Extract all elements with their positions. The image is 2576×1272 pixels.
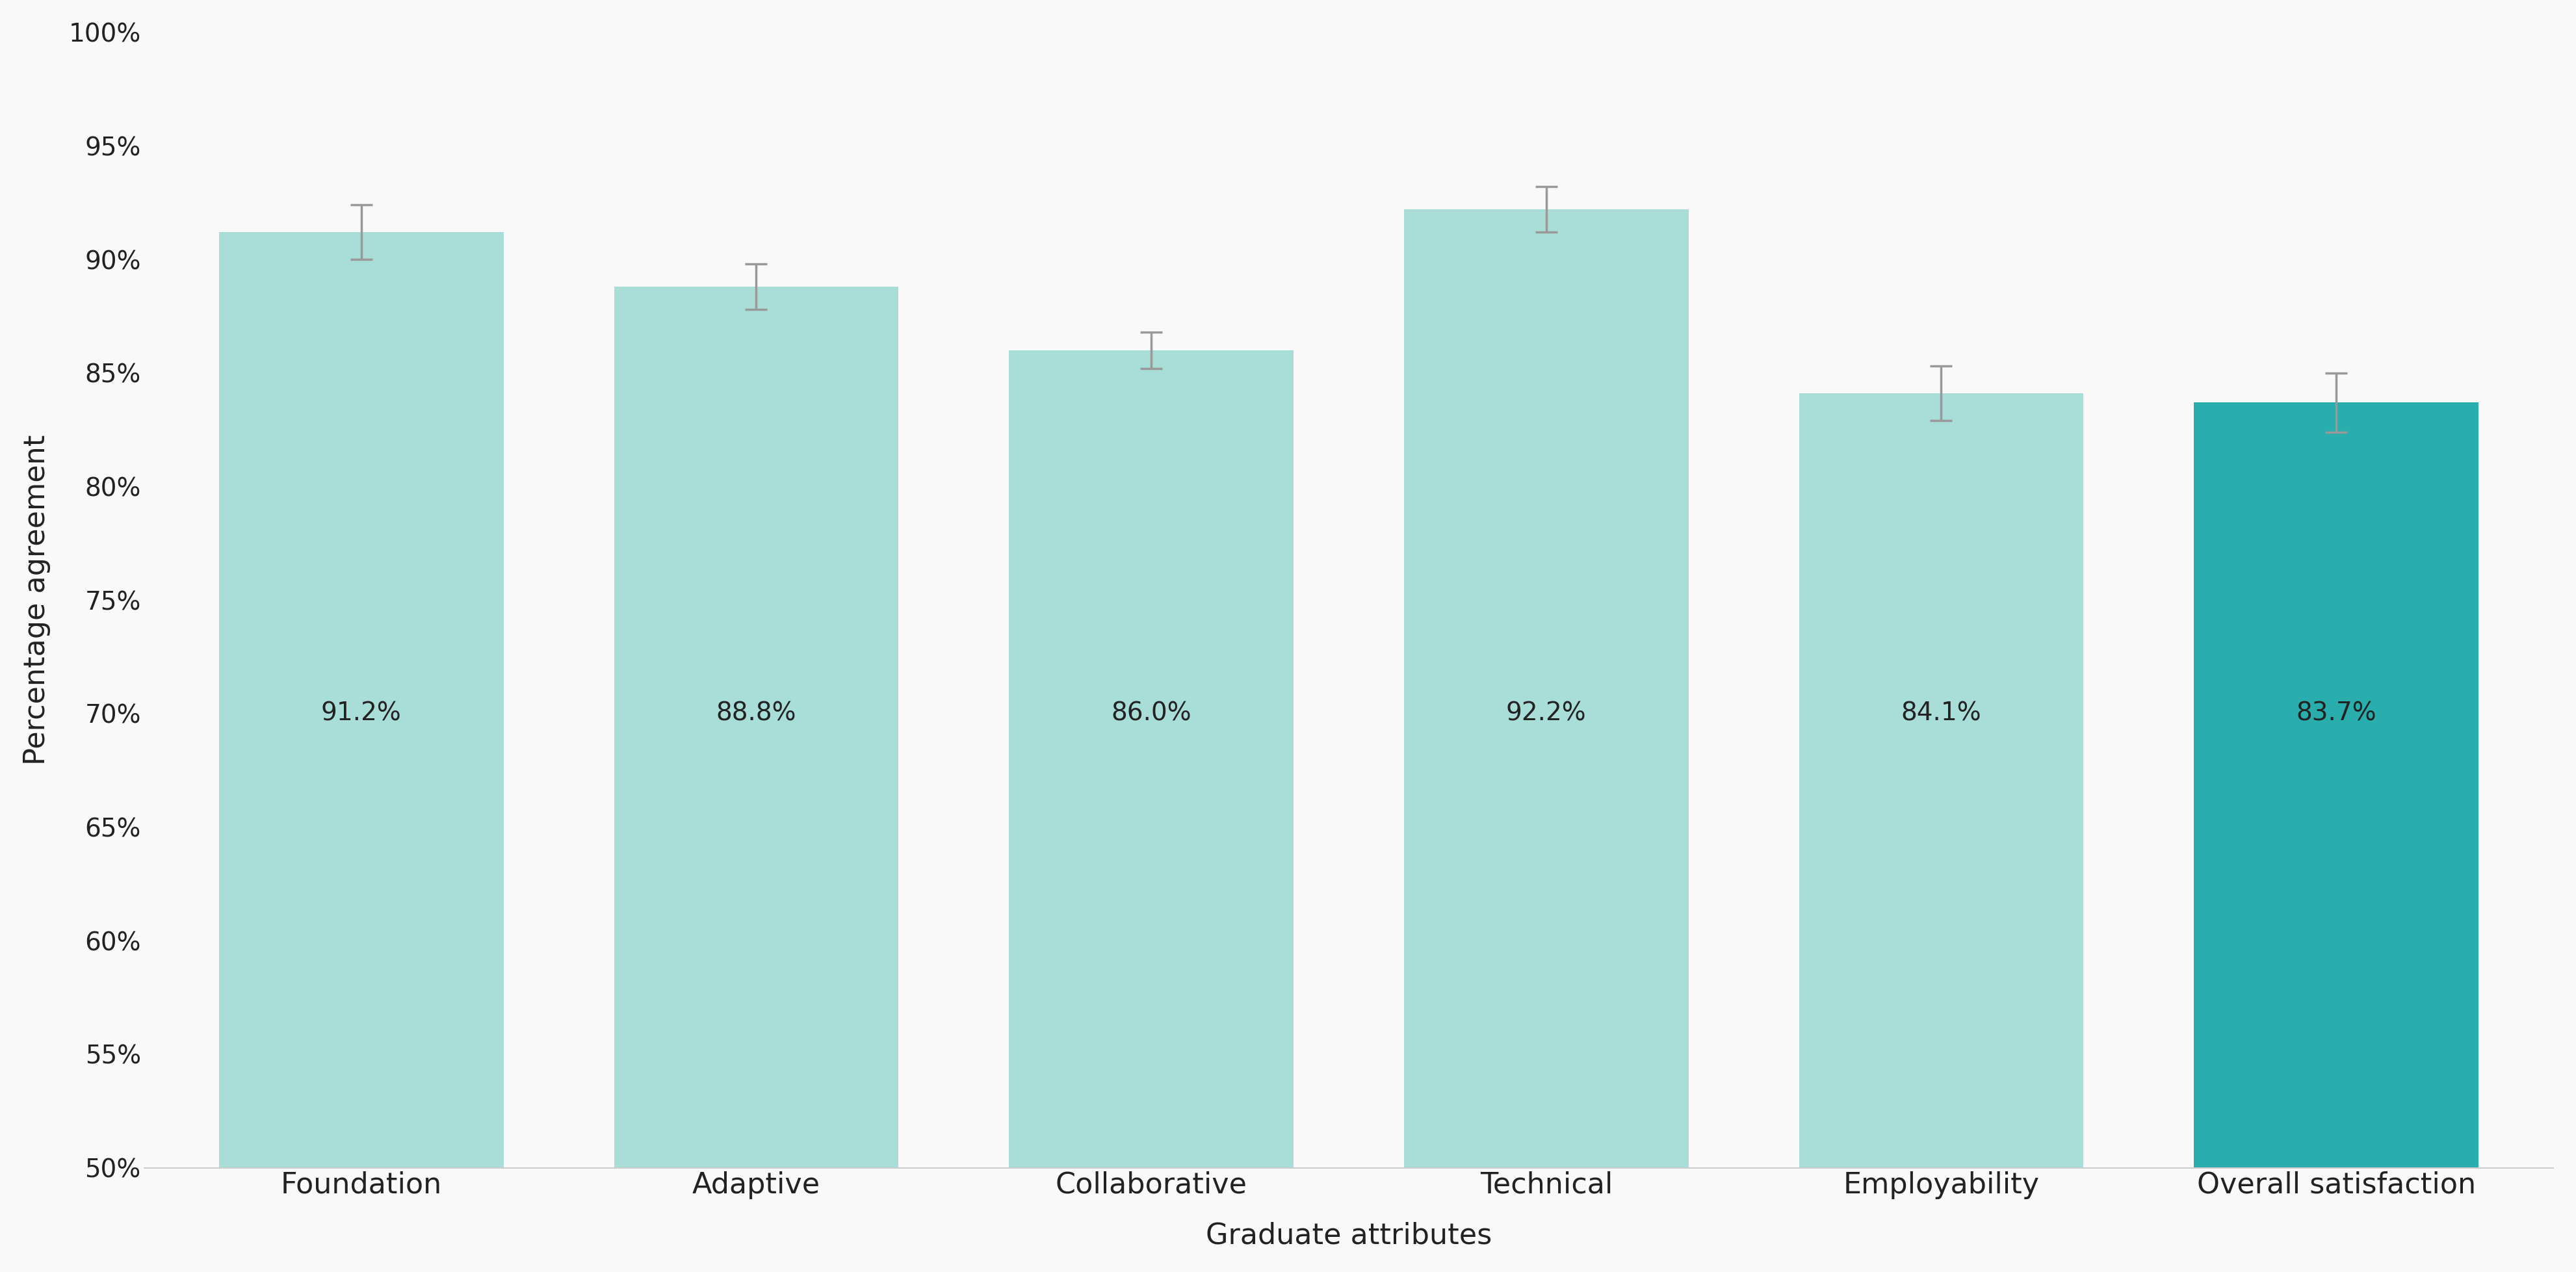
Bar	[613, 286, 899, 1168]
Bar	[1010, 350, 1293, 1168]
Text: 91.2%: 91.2%	[322, 701, 402, 726]
Bar	[1798, 393, 2084, 1168]
Bar	[2195, 402, 2478, 1168]
X-axis label: Graduate attributes: Graduate attributes	[1206, 1221, 1492, 1249]
Text: 92.2%: 92.2%	[1507, 701, 1587, 726]
Bar	[219, 233, 502, 1168]
Text: 86.0%: 86.0%	[1110, 701, 1193, 726]
Text: 83.7%: 83.7%	[2295, 701, 2378, 726]
Y-axis label: Percentage agreement: Percentage agreement	[23, 435, 52, 766]
Bar	[1404, 210, 1687, 1168]
Text: 88.8%: 88.8%	[716, 701, 796, 726]
Text: 84.1%: 84.1%	[1901, 701, 1981, 726]
